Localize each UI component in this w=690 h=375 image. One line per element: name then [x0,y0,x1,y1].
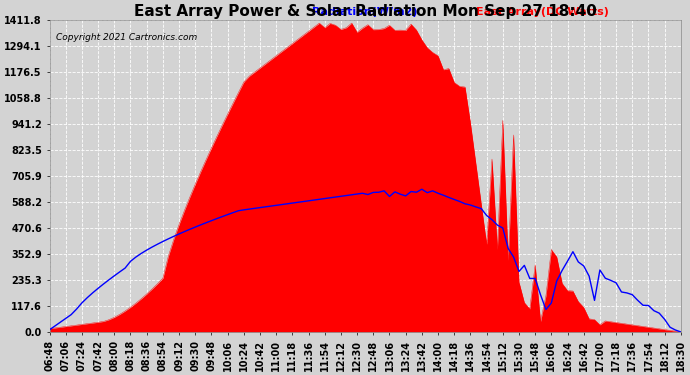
Text: Radiation(W/m2): Radiation(W/m2) [313,7,418,17]
Text: Copyright 2021 Cartronics.com: Copyright 2021 Cartronics.com [56,33,197,42]
Text: East Array(DC Watts): East Array(DC Watts) [475,7,609,17]
Title: East Array Power & Solar Radiation Mon Sep 27 18:40: East Array Power & Solar Radiation Mon S… [134,4,597,19]
